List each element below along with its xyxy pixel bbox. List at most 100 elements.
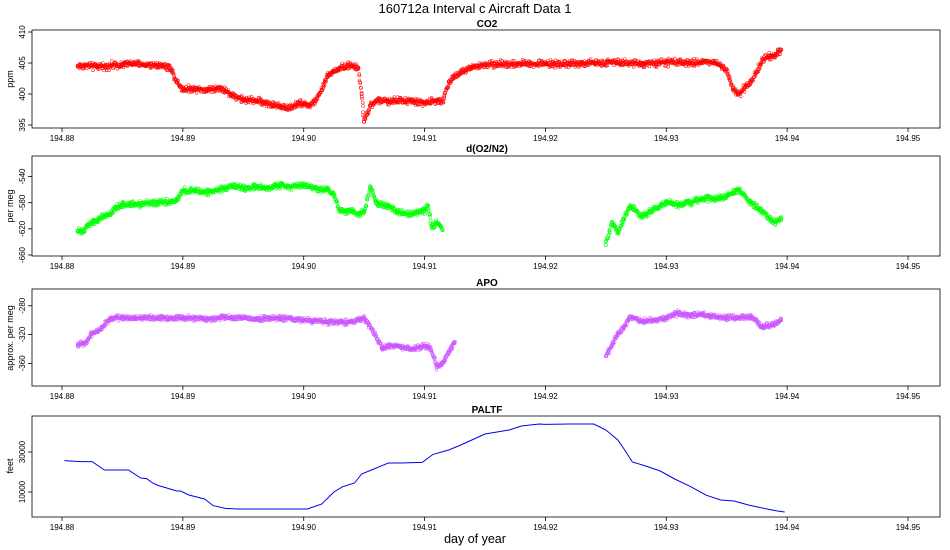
co2-point [370, 105, 375, 109]
co2-point [725, 71, 730, 76]
co2-point [360, 96, 364, 101]
co2-point [204, 89, 209, 94]
co2-xtick-label: 194.89 [171, 134, 196, 143]
co2-point [360, 94, 364, 99]
co2-point [431, 98, 435, 103]
co2-xtick-label: 194.94 [775, 134, 800, 143]
co2-point [413, 103, 418, 107]
co2-point [414, 99, 418, 103]
co2-point [759, 62, 763, 67]
o2n2-xtick-label: 194.89 [171, 262, 196, 271]
o2n2-plot-frame [31, 155, 941, 257]
co2-point [383, 97, 388, 101]
apo-xtick-label: 194.89 [171, 392, 196, 401]
co2-point [692, 64, 696, 69]
co2-ytick-label: 400 [18, 87, 27, 101]
co2-point [356, 67, 360, 71]
apo-plot-frame [31, 288, 941, 387]
co2-point [256, 96, 261, 100]
co2-point [308, 105, 312, 110]
co2-point [320, 88, 325, 92]
co2-point [773, 56, 777, 60]
co2-point [441, 100, 446, 105]
co2-point [117, 63, 121, 67]
o2n2-points [75, 180, 784, 248]
x-axis-label: day of year [444, 532, 506, 546]
o2n2-title: d(O2/N2) [466, 144, 508, 155]
co2-point [654, 65, 659, 69]
o2n2-xtick-label: 194.94 [775, 262, 800, 271]
co2-point [325, 75, 329, 79]
co2-point [224, 87, 228, 91]
co2-point [429, 96, 434, 100]
co2-point [100, 66, 104, 71]
co2-point [123, 60, 127, 64]
co2-point [507, 64, 511, 69]
co2-point [157, 62, 161, 67]
co2-point [315, 97, 320, 102]
co2-xtick-label: 194.95 [896, 134, 921, 143]
co2-point [779, 47, 783, 52]
co2-point [313, 102, 317, 106]
co2-point [733, 87, 738, 91]
o2n2-data-point [604, 243, 608, 248]
co2-ylabel: ppm [5, 70, 15, 88]
co2-point [271, 100, 275, 105]
co2-point [254, 99, 258, 104]
co2-point [172, 74, 176, 78]
co2-point [476, 65, 481, 70]
o2n2-xtick-label: 194.88 [50, 262, 75, 271]
co2-point [439, 100, 444, 105]
co2-point [276, 101, 281, 105]
o2n2-ytick-label: -540 [18, 168, 27, 185]
co2-point [582, 64, 586, 68]
co2-point [728, 78, 732, 82]
co2-point [165, 68, 169, 73]
co2-point [324, 79, 328, 84]
co2-point [652, 58, 656, 62]
co2-point [557, 59, 561, 64]
apo-ylabel: approx. per meg [5, 305, 15, 371]
co2-point [563, 58, 567, 63]
o2n2-xtick-label: 194.90 [291, 262, 316, 271]
co2-point [360, 100, 365, 105]
co2-point [729, 82, 734, 87]
o2n2-xtick-label: 194.95 [896, 262, 921, 271]
co2-point [478, 63, 483, 67]
o2n2-panel: d(O2/N2) per meg 194.88 194.89 194.90 194.9… [5, 144, 941, 271]
co2-point [363, 117, 368, 121]
apo-xtick-label: 194.88 [50, 392, 75, 401]
co2-points [75, 47, 784, 124]
co2-point [358, 81, 362, 85]
co2-point [475, 66, 480, 71]
co2-point [586, 63, 590, 67]
apo-ytick-label: -280 [18, 297, 27, 314]
co2-point [354, 62, 359, 66]
co2-point [604, 64, 608, 68]
apo-ytick-label: -320 [18, 326, 27, 343]
co2-point [606, 57, 610, 61]
o2n2-ytick-label: -660 [18, 246, 27, 263]
co2-point [318, 90, 323, 95]
co2-point [361, 104, 365, 108]
co2-point [402, 100, 407, 105]
o2n2-xtick-label: 194.92 [533, 262, 558, 271]
co2-point [171, 71, 176, 76]
co2-point [366, 111, 371, 115]
co2-point [654, 63, 659, 68]
co2-point [109, 59, 114, 63]
co2-point [176, 78, 180, 83]
co2-point [483, 63, 487, 67]
co2-point [405, 102, 410, 107]
co2-xtick-label: 194.92 [533, 134, 558, 143]
figure-title: 160712a Interval c Aircraft Data 1 [379, 1, 572, 16]
co2-point [731, 84, 736, 89]
co2-xtick-label: 194.88 [50, 134, 75, 143]
co2-point [633, 58, 638, 62]
o2n2-xtick-label: 194.93 [654, 262, 679, 271]
apo-xtick-label: 194.93 [654, 392, 679, 401]
co2-point [726, 72, 730, 76]
co2-point [748, 81, 753, 85]
co2-point [767, 50, 771, 55]
